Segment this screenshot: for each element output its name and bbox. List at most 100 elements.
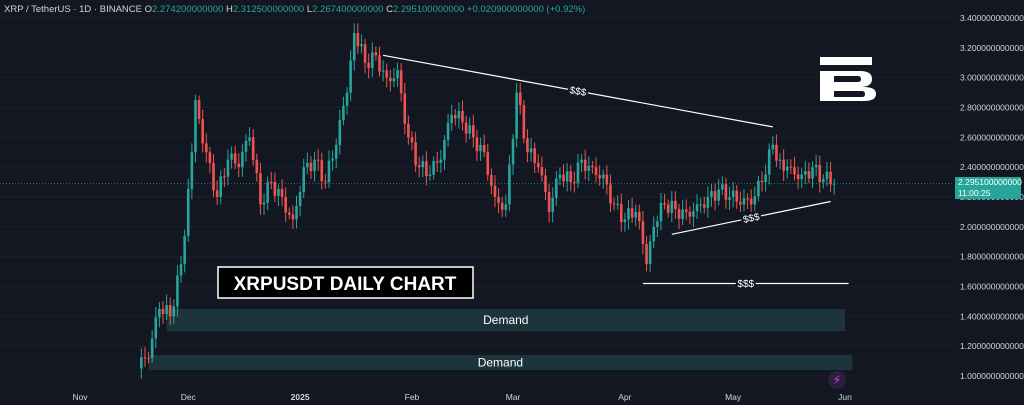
candle-body <box>702 204 706 208</box>
y-tick-label: 3.400000000000 <box>960 13 1024 23</box>
candle-body <box>832 183 836 185</box>
candle-body <box>663 202 666 205</box>
candle-body <box>356 32 360 47</box>
candle-body <box>266 181 269 203</box>
open-value: 2.274200000000 <box>152 4 224 15</box>
candle-body <box>511 138 515 165</box>
candle-body <box>641 221 645 244</box>
candle-body <box>796 174 800 180</box>
candle-body <box>775 144 778 161</box>
candle-body <box>735 190 739 202</box>
candle-body <box>143 357 147 359</box>
candle-body <box>435 161 439 163</box>
candle-body <box>443 140 446 160</box>
candle-body <box>327 160 331 183</box>
y-tick-label: 1.400000000000 <box>960 311 1024 321</box>
candle-body <box>757 180 760 197</box>
candle-body <box>778 159 782 161</box>
candle-body <box>201 119 204 144</box>
candle-body <box>583 159 587 171</box>
candle-body <box>450 114 453 123</box>
candle-body <box>381 70 385 72</box>
candle-body <box>226 159 230 177</box>
candle-body <box>728 197 731 200</box>
candle-body <box>262 202 266 205</box>
candle-body <box>251 137 255 160</box>
candle-body <box>627 208 630 220</box>
candle-body <box>342 105 345 121</box>
y-tick-label: 1.800000000000 <box>960 252 1024 262</box>
candle-body <box>681 209 684 219</box>
candle-body <box>421 161 425 168</box>
candle-body <box>425 161 428 177</box>
candle-body <box>645 243 648 265</box>
candle-body <box>168 305 172 317</box>
high-value: 2.312500000000 <box>232 4 305 15</box>
candle-body <box>324 181 327 183</box>
candle-body <box>677 208 681 219</box>
candle-body <box>140 357 143 369</box>
candle-body <box>316 159 320 161</box>
candle-body <box>804 171 807 175</box>
candle-body <box>212 162 215 191</box>
trendline-label: $$$ <box>737 279 754 290</box>
candle-body <box>334 144 338 159</box>
candle-body <box>461 110 464 123</box>
trendline-label-bg <box>735 277 756 290</box>
candle-body <box>331 158 334 161</box>
candle-body <box>176 275 179 307</box>
candle-body <box>580 159 583 163</box>
candle-body <box>587 165 591 171</box>
candle-body <box>616 203 619 205</box>
candle-body <box>515 92 518 139</box>
candle-body <box>287 212 291 215</box>
candle-body <box>760 180 764 183</box>
candle-body <box>208 152 212 163</box>
last-price-value: 2.295100000000 <box>958 177 1022 187</box>
candle-body <box>666 204 670 213</box>
candle-body <box>612 203 616 205</box>
candle-body <box>594 167 598 176</box>
x-tick-label: Jun <box>838 392 852 402</box>
candle-body <box>385 70 389 78</box>
candle-body <box>674 200 677 209</box>
x-tick-label: Feb <box>405 392 420 402</box>
candle-body <box>244 140 248 152</box>
trendline-label: $$$ <box>569 85 588 99</box>
lightning-icon[interactable]: ⚡ <box>828 371 846 389</box>
candle-body <box>508 164 511 205</box>
demand-zone <box>166 308 846 332</box>
candle-body <box>684 209 688 212</box>
candle-body <box>829 171 832 185</box>
candle-body <box>223 176 226 178</box>
candle-body <box>706 197 710 208</box>
candle-body <box>749 198 753 205</box>
candle-body <box>367 62 370 69</box>
candle-body <box>389 77 392 82</box>
candle-body <box>284 197 287 213</box>
candle-body <box>601 174 605 179</box>
demand-zone <box>148 355 853 371</box>
candle-body <box>392 78 396 82</box>
close-value: 2.295100000000 <box>392 4 465 15</box>
close-label: C <box>386 4 393 15</box>
candle-body <box>237 163 241 168</box>
candle-body <box>306 162 309 168</box>
y-tick-label: 2.600000000000 <box>960 132 1024 142</box>
candle-body <box>504 204 508 210</box>
candle-body <box>688 211 692 217</box>
x-tick-label: Apr <box>618 392 631 402</box>
candle-body <box>782 159 785 171</box>
candle-body <box>150 338 154 359</box>
candle-body <box>241 151 244 168</box>
candle-body <box>825 171 829 180</box>
candle-body <box>555 178 558 198</box>
candle-body <box>710 191 713 197</box>
candle-body <box>547 191 551 212</box>
candle-body <box>695 204 699 212</box>
candle-body <box>764 174 767 183</box>
candle-body <box>793 167 796 175</box>
candle-body <box>591 165 594 168</box>
candle-body <box>432 161 435 175</box>
